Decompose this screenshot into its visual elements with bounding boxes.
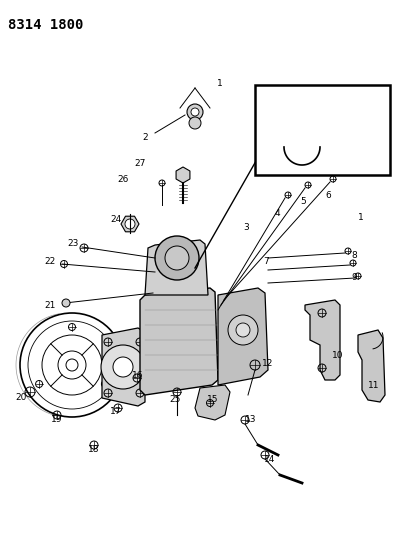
Text: 1: 1 xyxy=(358,214,364,222)
Polygon shape xyxy=(121,216,139,232)
Text: 9: 9 xyxy=(351,273,357,282)
Text: 7: 7 xyxy=(263,257,269,266)
Circle shape xyxy=(189,117,201,129)
Text: 21: 21 xyxy=(45,301,56,310)
Text: 30: 30 xyxy=(314,117,326,126)
Circle shape xyxy=(101,345,145,389)
Text: 10: 10 xyxy=(332,351,344,360)
Text: 32: 32 xyxy=(374,95,385,104)
Text: 6: 6 xyxy=(325,190,331,199)
Polygon shape xyxy=(140,288,218,395)
Text: 26: 26 xyxy=(118,175,129,184)
Polygon shape xyxy=(102,328,145,406)
Text: 25: 25 xyxy=(169,395,180,405)
Text: 20: 20 xyxy=(15,393,26,402)
Circle shape xyxy=(125,219,135,229)
Text: 24: 24 xyxy=(111,215,122,224)
Text: 8314 1800: 8314 1800 xyxy=(8,18,83,32)
Circle shape xyxy=(155,236,199,280)
Text: 12: 12 xyxy=(262,359,273,368)
Circle shape xyxy=(228,315,258,345)
Text: 23: 23 xyxy=(67,239,79,248)
Circle shape xyxy=(113,357,133,377)
Text: 28: 28 xyxy=(356,156,367,165)
Circle shape xyxy=(191,108,199,116)
Text: 31: 31 xyxy=(270,101,282,109)
Text: 4: 4 xyxy=(275,209,280,219)
Circle shape xyxy=(66,359,78,371)
Polygon shape xyxy=(176,167,190,183)
Text: 14: 14 xyxy=(264,456,275,464)
Text: 13: 13 xyxy=(245,416,257,424)
Polygon shape xyxy=(145,240,208,295)
Circle shape xyxy=(62,299,70,307)
Text: 18: 18 xyxy=(88,446,99,455)
Text: 15: 15 xyxy=(207,395,219,405)
Text: 29: 29 xyxy=(279,148,290,157)
Circle shape xyxy=(58,351,86,379)
Text: 17: 17 xyxy=(110,408,122,416)
Circle shape xyxy=(165,246,189,270)
Polygon shape xyxy=(305,300,340,380)
Circle shape xyxy=(42,335,102,395)
Polygon shape xyxy=(358,330,385,402)
Text: 3: 3 xyxy=(243,223,249,232)
Text: 16: 16 xyxy=(132,370,144,379)
Circle shape xyxy=(187,104,203,120)
Polygon shape xyxy=(218,288,268,385)
Polygon shape xyxy=(195,385,230,420)
Text: 22: 22 xyxy=(45,257,56,266)
Text: 11: 11 xyxy=(368,381,379,390)
Text: 1: 1 xyxy=(217,78,223,87)
Text: 2: 2 xyxy=(142,133,148,142)
Text: 5: 5 xyxy=(300,198,306,206)
FancyBboxPatch shape xyxy=(255,85,390,175)
Circle shape xyxy=(236,323,250,337)
Text: 27: 27 xyxy=(134,158,146,167)
Text: 19: 19 xyxy=(51,416,63,424)
Text: 8: 8 xyxy=(351,251,357,260)
